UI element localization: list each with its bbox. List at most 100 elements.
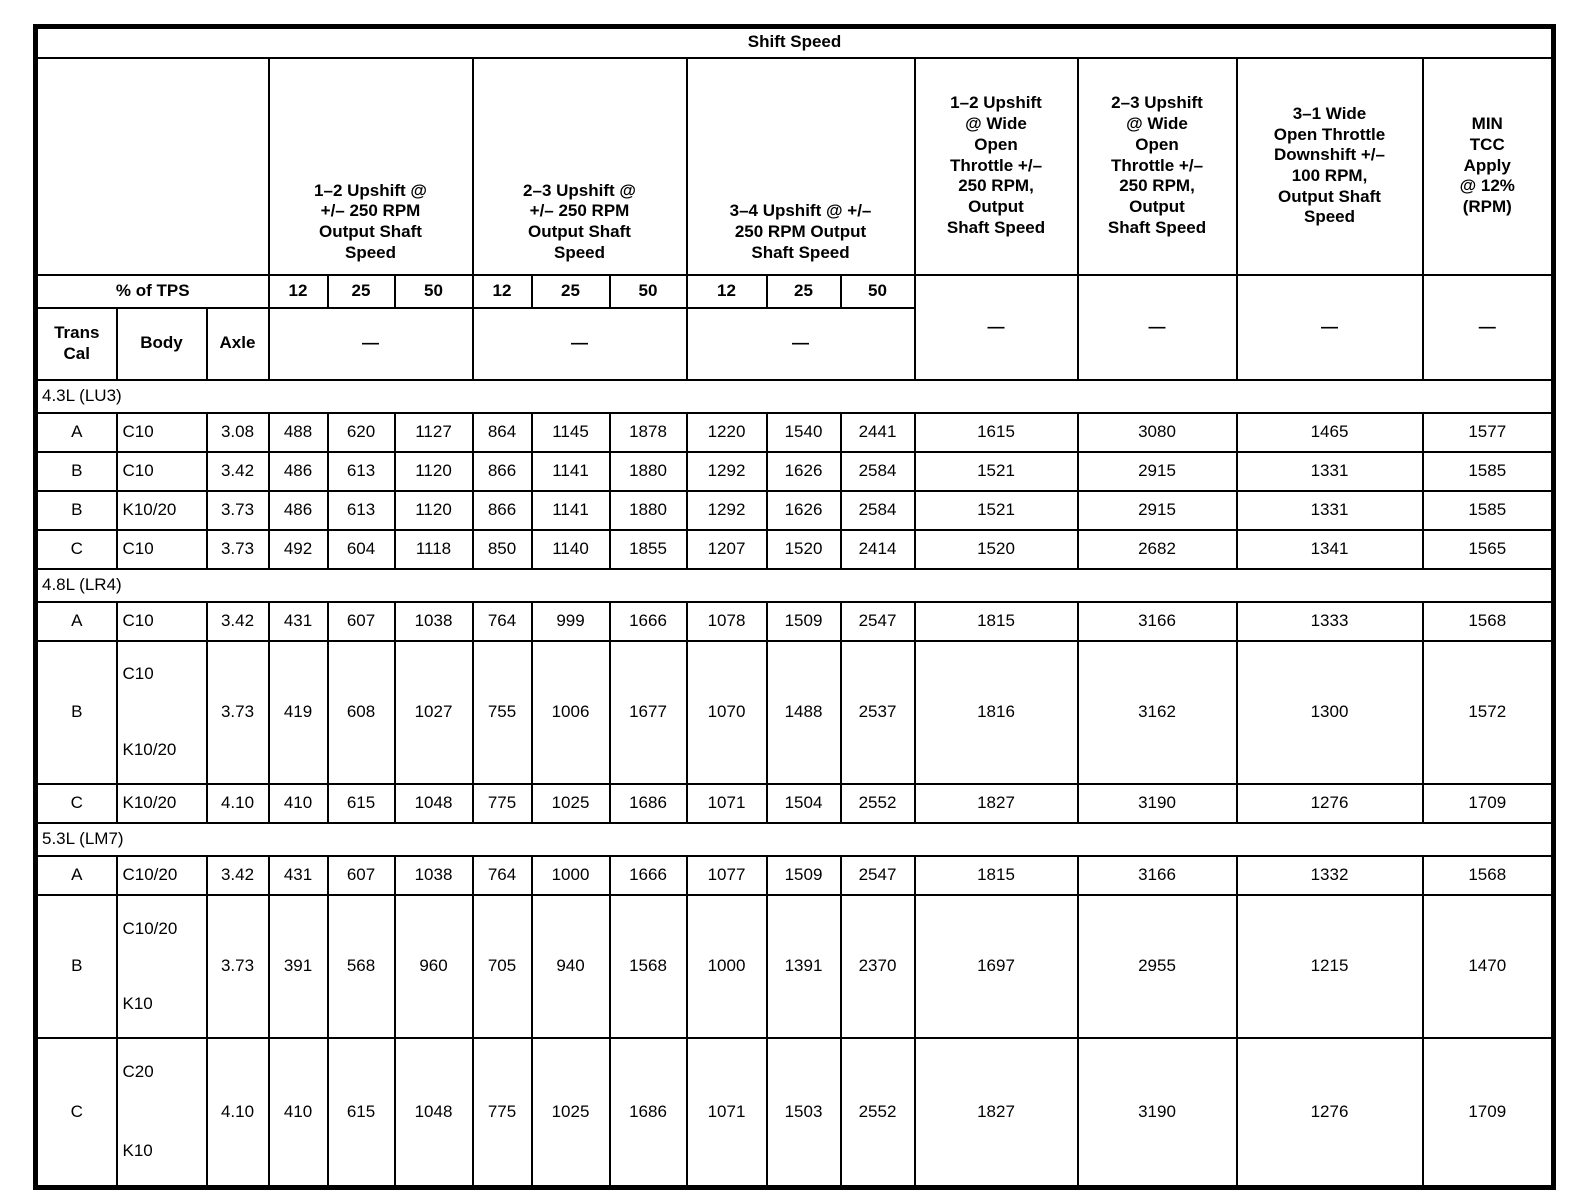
cell-axle: 3.42 [205,600,270,642]
cell-value: 2552 [839,782,916,824]
table-row: C K10/20 4.10 410 615 1048 775 1025 1686… [34,782,1555,824]
cell-value: 2915 [1076,489,1238,531]
cell-body: C10 [115,411,208,453]
cell-value: 1572 [1421,639,1555,785]
cell-value: 1880 [608,489,688,531]
cell-value: 1509 [765,600,842,642]
body-line-2: K10 [122,993,153,1013]
section-row-43l: 4.3L (LU3) [34,378,1555,414]
cell-value: 1677 [608,639,688,785]
header-row-tps: % of TPS 12 25 50 12 25 50 12 25 50 — — … [34,273,1555,381]
cell-value: 1503 [765,1037,842,1189]
cell-value: 1827 [913,1037,1079,1189]
cell-value: 705 [471,893,533,1040]
cell-value: 775 [471,1037,533,1189]
cell-axle: 3.73 [205,893,270,1040]
tps-12: 12 [685,273,768,309]
cell-value: 2584 [839,489,916,531]
cell-value: 1666 [608,854,688,896]
cell-value: 755 [471,639,533,785]
cell-value: 866 [471,489,533,531]
cell-value: 2370 [839,893,916,1040]
cell-value: 1292 [685,489,768,531]
cell-value: 615 [326,1037,396,1189]
dash-placeholder: — [1235,273,1424,381]
dash-placeholder: — [1421,273,1555,381]
cell-value: 2915 [1076,450,1238,492]
cell-axle: 3.42 [205,450,270,492]
cell-value: 615 [326,782,396,824]
cell-value: 1141 [530,450,611,492]
cell-value: 419 [267,639,329,785]
cell-value: 391 [267,893,329,1040]
cell-axle: 3.73 [205,528,270,570]
table-row: A C10 3.42 431 607 1038 764 999 1666 107… [34,600,1555,642]
table-row: B C10 3.42 486 613 1120 866 1141 1880 12… [34,450,1555,492]
tps-50: 50 [839,273,916,309]
tps-50: 50 [608,273,688,309]
dash-placeholder: — [685,306,916,381]
header-upshift-1-2-wot: 1–2 Upshift @ Wide Open Throttle +/– 250… [913,56,1079,276]
cell-value: 1276 [1235,782,1424,824]
dash-placeholder: — [1076,273,1238,381]
cell-value: 1118 [393,528,474,570]
cell-value: 1585 [1421,450,1555,492]
cell-value: 1331 [1235,489,1424,531]
cell-value: 1855 [608,528,688,570]
tps-25: 25 [326,273,396,309]
body-line-1: C20 [122,1062,154,1082]
cell-value: 1000 [685,893,768,1040]
cell-body: C10/20 K10 [115,893,208,1040]
cell-value: 1120 [393,450,474,492]
section-row-53l: 5.3L (LM7) [34,821,1555,857]
header-upshift-1-2: 1–2 Upshift @ +/– 250 RPM Output Shaft S… [267,56,474,276]
body-line-2: K10/20 [122,739,177,759]
cell-value: 1488 [765,639,842,785]
cell-value: 1048 [393,782,474,824]
cell-value: 1509 [765,854,842,896]
body-line-1: C10 [122,664,154,684]
cell-value: 1141 [530,489,611,531]
cell-value: 3190 [1076,782,1238,824]
cell-value: 1686 [608,782,688,824]
cell-trans-cal: B [34,893,118,1040]
cell-value: 492 [267,528,329,570]
cell-value: 2441 [839,411,916,453]
cell-trans-cal: A [34,854,118,896]
body-two-line: C20 K10 [123,1062,203,1162]
cell-value: 1521 [913,450,1079,492]
cell-value: 607 [326,600,396,642]
cell-value: 608 [326,639,396,785]
cell-value: 1585 [1421,489,1555,531]
cell-value: 410 [267,782,329,824]
cell-value: 1520 [913,528,1079,570]
cell-value: 1027 [393,639,474,785]
cell-value: 1709 [1421,1037,1555,1189]
section-label: 5.3L (LM7) [34,821,1555,857]
header-upshift-2-3: 2–3 Upshift @ +/– 250 RPM Output Shaft S… [471,56,688,276]
cell-value: 431 [267,600,329,642]
cell-value: 1120 [393,489,474,531]
cell-value: 999 [530,600,611,642]
cell-axle: 4.10 [205,782,270,824]
cell-value: 1333 [1235,600,1424,642]
cell-value: 3190 [1076,1037,1238,1189]
cell-value: 1025 [530,1037,611,1189]
cell-value: 1816 [913,639,1079,785]
cell-value: 1145 [530,411,611,453]
cell-value: 410 [267,1037,329,1189]
dash-placeholder: — [267,306,474,381]
cell-trans-cal: B [34,639,118,785]
cell-value: 1025 [530,782,611,824]
cell-value: 764 [471,600,533,642]
cell-value: 1577 [1421,411,1555,453]
cell-axle: 4.10 [205,1037,270,1189]
cell-value: 1815 [913,854,1079,896]
col-body: Body [115,306,208,381]
cell-value: 486 [267,489,329,531]
cell-value: 1827 [913,782,1079,824]
cell-value: 1568 [1421,854,1555,896]
table-title: Shift Speed [34,25,1555,59]
cell-value: 1078 [685,600,768,642]
cell-value: 3080 [1076,411,1238,453]
